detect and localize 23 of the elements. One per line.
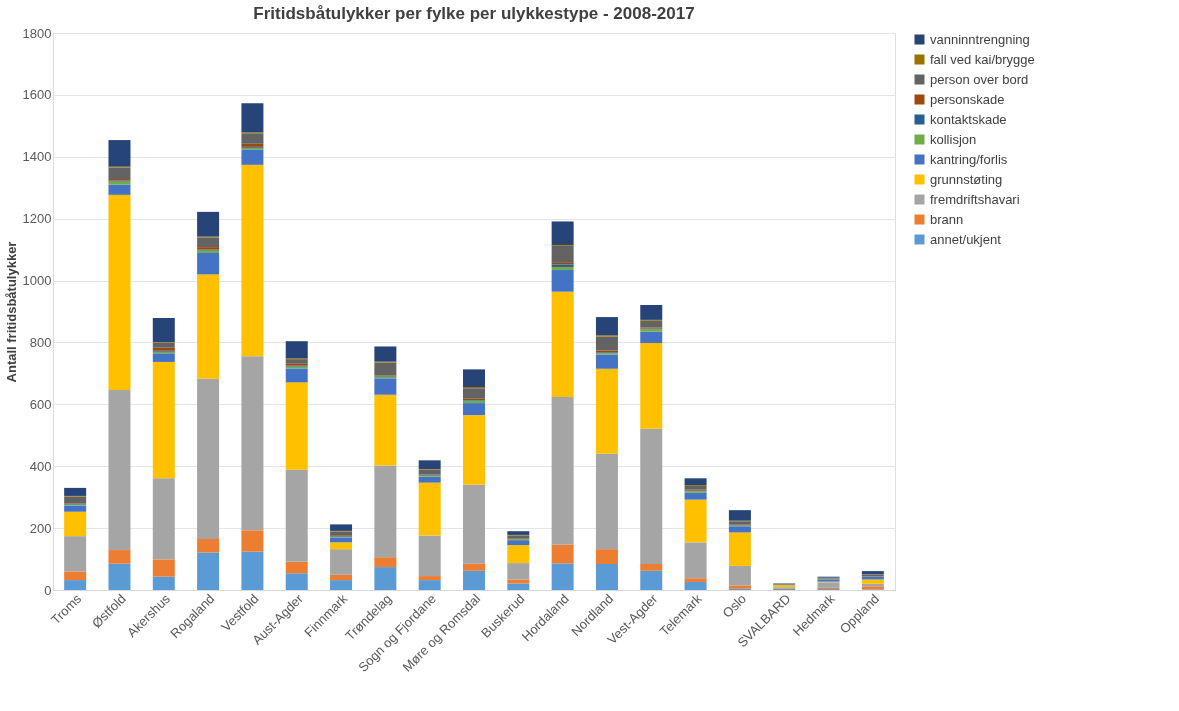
y-tick-label: 1600 [22,87,52,103]
legend-label: kontaktskade [930,111,1007,127]
y-axis-title: Antall fritidsbåtulykker [3,241,19,383]
y-tick-label: 1800 [22,25,52,41]
legend-label: person over bord [930,71,1029,87]
legend-label: brann [930,211,964,227]
chart-title: Fritidsbåtulykker per fylke per ulykkestype - 2008-2017 [253,4,695,23]
y-tick-label: 1200 [22,211,52,227]
legend-label: personskade [930,91,1005,107]
legend-label: vanninntrengning [930,31,1030,47]
legend-label: grunnstøting [930,171,1003,187]
legend-label: kantring/forlis [930,151,1008,167]
legend-label: fall ved kai/brygge [930,51,1035,67]
y-tick-label: 1000 [22,273,52,289]
y-tick-label: 200 [29,520,52,536]
y-tick-label: 0 [44,582,52,598]
legend-label: kollisjon [930,131,977,147]
y-tick-label: 1400 [22,149,52,165]
y-tick-label: 800 [29,334,52,350]
legend-label: annet/ukjent [930,231,1002,247]
y-tick-label: 600 [29,396,52,412]
y-tick-label: 400 [29,458,52,474]
legend-label: fremdriftshavari [930,191,1020,207]
